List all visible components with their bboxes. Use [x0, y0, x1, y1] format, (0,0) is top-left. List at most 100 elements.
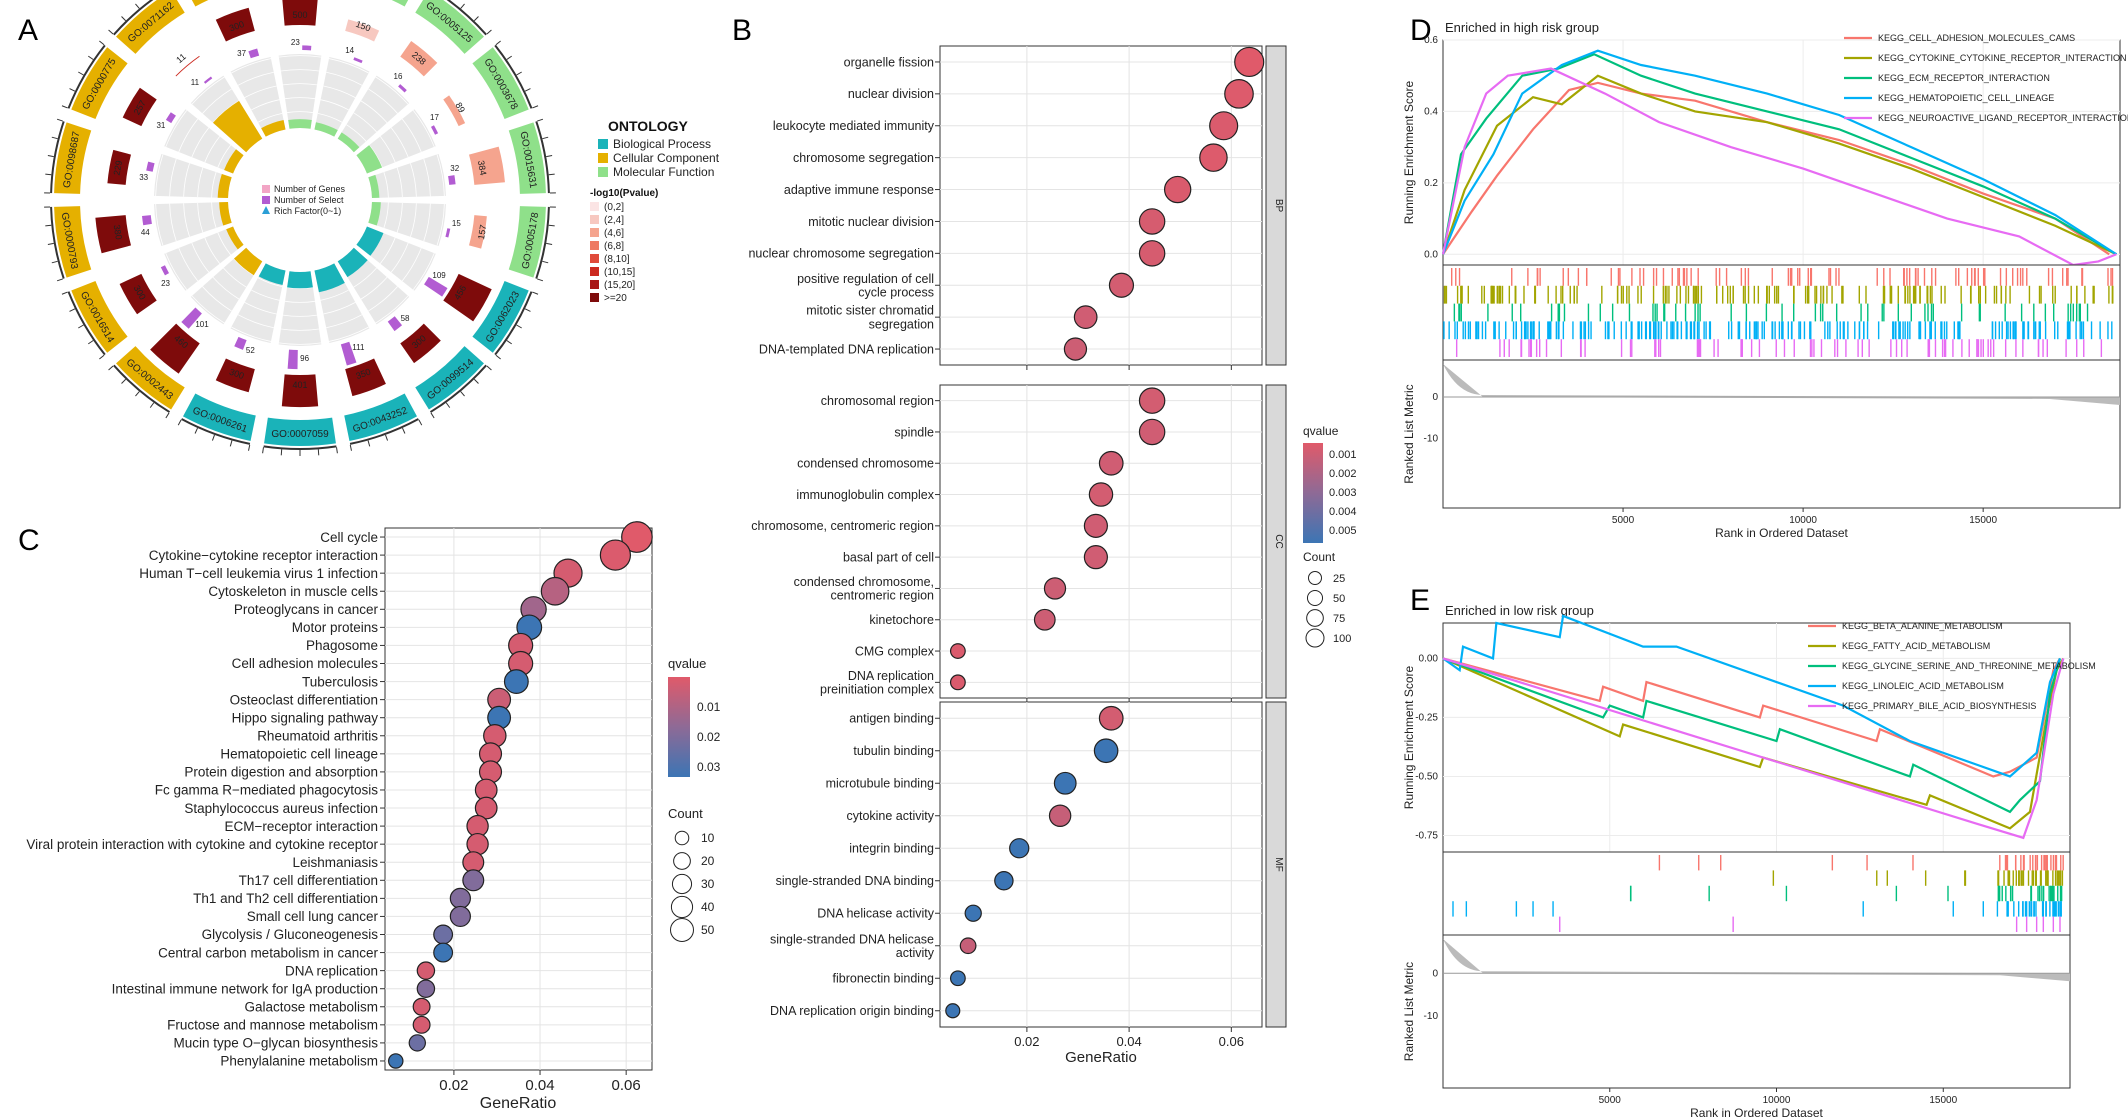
circos-select-bar — [234, 336, 247, 350]
dot — [433, 942, 454, 963]
count-legend-title: Count — [1303, 550, 1336, 564]
term-label: fibronectin binding — [833, 972, 935, 986]
dot — [1098, 450, 1124, 476]
x-tick-label: 0.02 — [1014, 1034, 1039, 1049]
circos-tick — [418, 419, 423, 426]
term-label: activity — [896, 946, 935, 960]
term-label: adaptive immune response — [784, 183, 934, 197]
term-label: DNA helicase activity — [817, 907, 934, 921]
dot — [599, 539, 632, 571]
x-tick-label: 0.06 — [612, 1077, 641, 1094]
x-axis-label: GeneRatio — [1065, 1049, 1137, 1066]
dot — [945, 1003, 961, 1019]
pval-legend-label: (10,15] — [604, 267, 635, 278]
circos-select-label: 109 — [432, 271, 446, 280]
circos-rich-bar — [337, 247, 368, 278]
es-line — [1441, 74, 2117, 256]
circos-rich-bg — [278, 271, 322, 346]
circos-tick — [516, 71, 522, 76]
circos-grid — [423, 203, 431, 242]
circos-rich-bg — [337, 75, 410, 153]
term-label: Fructose and mannose metabolism — [167, 1018, 378, 1033]
circos-grid — [346, 124, 367, 142]
circos-grid — [197, 202, 204, 233]
circos-grid — [280, 328, 320, 331]
dot — [1048, 804, 1072, 827]
circos-gene-bar — [345, 358, 386, 397]
circos-grid — [212, 277, 240, 300]
qvalue-colorbar — [668, 677, 690, 777]
circos-rich-bar — [368, 202, 381, 226]
circos-tick — [135, 391, 140, 397]
circos-grid — [401, 247, 422, 282]
count-legend-circle — [670, 895, 694, 919]
term-label: CMG complex — [855, 644, 935, 658]
es-line — [1442, 657, 2062, 814]
term-label: Small cell lung cancer — [247, 909, 379, 924]
circos-grid — [323, 85, 356, 98]
circos-gene-bar — [122, 87, 157, 127]
x-tick-label: 15000 — [1969, 515, 1997, 526]
y-tick-label: -0.50 — [1415, 771, 1438, 782]
circos-tick-ring — [535, 206, 550, 279]
circos-tick — [460, 391, 465, 397]
x-tick-label: 0.06 — [1219, 1034, 1244, 1049]
circos-tick — [149, 402, 155, 408]
dot — [1138, 240, 1166, 267]
circos-tick — [135, 3, 140, 9]
gsea-title: Enriched in high risk group — [1445, 20, 1599, 35]
qvalue-tick: 0.004 — [1329, 506, 1357, 518]
term-label: tubulin binding — [853, 744, 934, 758]
dot — [1163, 175, 1192, 204]
term-label: Tuberculosis — [302, 674, 378, 689]
qvalue-tick: 0.03 — [697, 760, 721, 774]
y-tick-label: 0.6 — [1424, 35, 1438, 46]
circos-select-label: 11 — [191, 78, 200, 87]
term-label: cytokine activity — [846, 809, 934, 823]
term-label: Proteoglycans in cancer — [234, 602, 379, 617]
legend-label: KEGG_FATTY_ACID_METABOLISM — [1842, 641, 1990, 651]
circos-grid — [191, 242, 210, 273]
term-label: Th1 and Th2 cell differentiation — [193, 891, 378, 906]
circos-sector — [344, 393, 418, 441]
dot — [1093, 738, 1119, 764]
circos-grid — [410, 163, 417, 197]
term-label: Protein digestion and absorption — [184, 765, 378, 780]
term-label: Central carbon metabolism in cancer — [158, 945, 378, 960]
circos-tick — [99, 40, 105, 46]
dot — [412, 997, 431, 1016]
circos-tick — [69, 308, 76, 312]
circos-tick — [45, 173, 52, 176]
term-label: preinitiation complex — [820, 683, 935, 697]
circos-select-label: 31 — [156, 121, 165, 130]
term-label: Intestinal immune network for IgA produc… — [112, 981, 378, 996]
circos-select-bar — [302, 45, 312, 51]
dot — [1108, 272, 1135, 298]
count-legend-label: 25 — [1333, 573, 1345, 585]
circos-go-label: GO:0007059 — [271, 429, 329, 440]
circos-rich-bg — [164, 226, 244, 291]
facet-strip — [1265, 384, 1287, 699]
panel-d-gsea: Enriched in high risk group 0.0 0.2 0.4 0.6 R… — [1402, 20, 2128, 540]
circos-grid — [204, 136, 221, 163]
circos-sector — [415, 346, 484, 410]
circos-grid — [368, 144, 383, 168]
panel-b-dotplot: organelle fission nuclear division leukocy… — [748, 45, 1357, 1066]
pval-legend-swatch — [590, 254, 599, 263]
dot — [1083, 545, 1108, 570]
legend-label: KEGG_GLYCINE_SERINE_AND_THREONINE_METABO… — [1842, 661, 2096, 671]
circos-sector — [508, 206, 546, 278]
circos-gene-bar — [469, 215, 487, 249]
circos-tick-ring — [429, 364, 487, 413]
dot — [408, 1034, 426, 1052]
circos-tick-ring — [535, 121, 550, 194]
panel-label-c: C — [18, 524, 40, 557]
term-label: cycle process — [858, 286, 934, 300]
circos-grid — [278, 55, 322, 58]
circos-tick — [524, 308, 531, 312]
term-label: positive regulation of cell — [797, 272, 934, 286]
circos-tick — [121, 378, 127, 384]
dot — [621, 521, 653, 553]
term-label: chromosome, centromeric region — [751, 519, 934, 533]
circos-tick — [248, 444, 251, 451]
